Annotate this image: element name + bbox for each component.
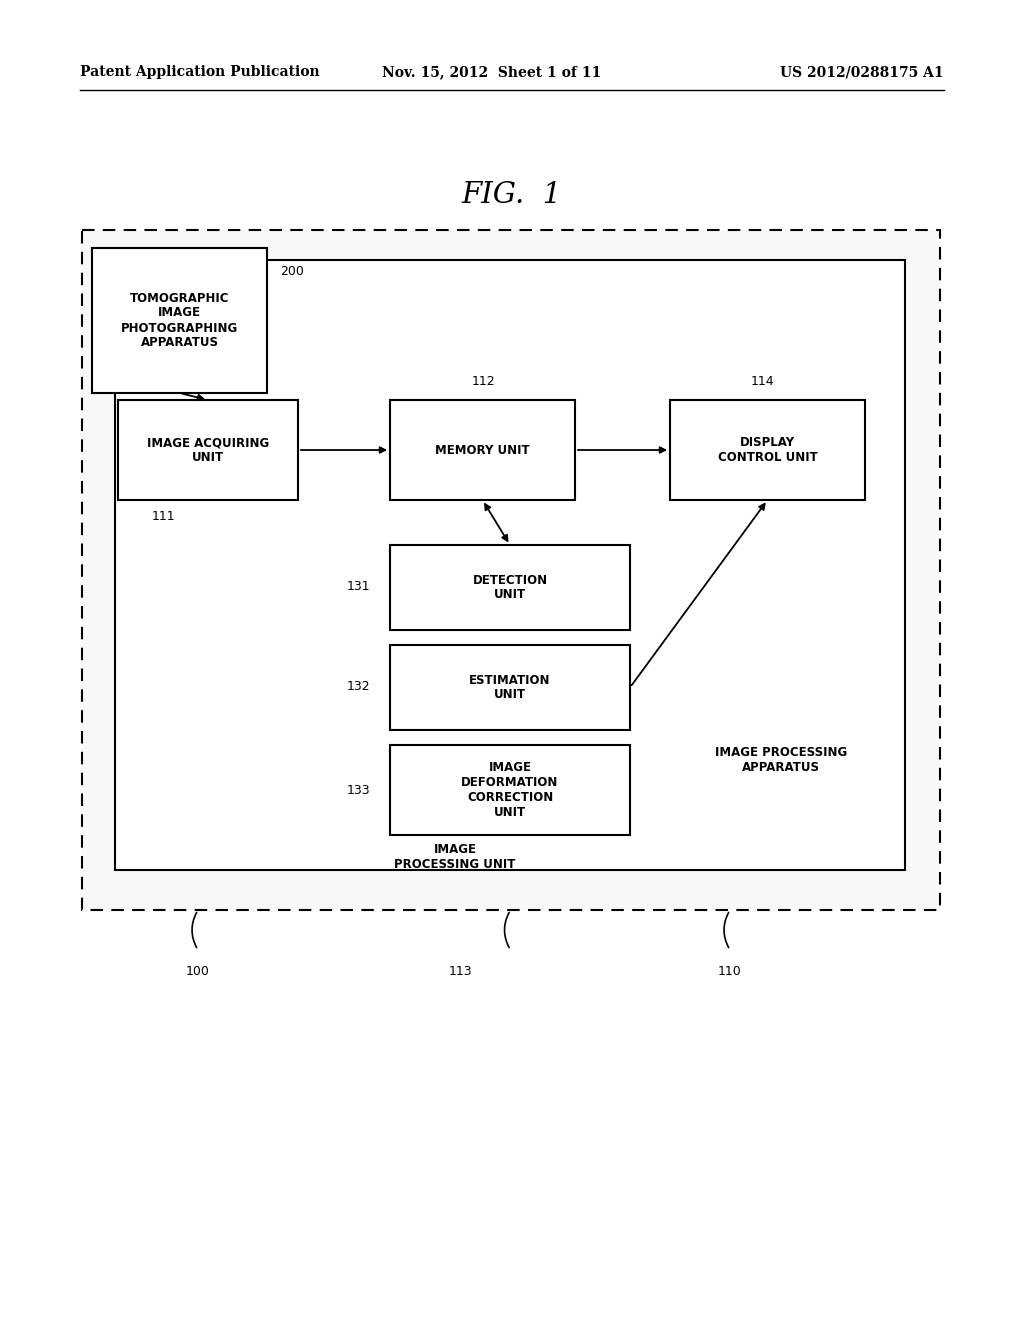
Text: 113: 113 xyxy=(449,965,472,978)
Text: 132: 132 xyxy=(346,681,370,693)
Bar xyxy=(92,248,267,393)
Bar xyxy=(670,400,865,500)
Text: IMAGE
PROCESSING UNIT: IMAGE PROCESSING UNIT xyxy=(394,843,516,871)
Text: MEMORY UNIT: MEMORY UNIT xyxy=(435,444,529,457)
Text: 200: 200 xyxy=(280,265,304,279)
Text: FIG.  1: FIG. 1 xyxy=(462,181,562,209)
Text: IMAGE
DEFORMATION
CORRECTION
UNIT: IMAGE DEFORMATION CORRECTION UNIT xyxy=(462,762,559,818)
Text: Nov. 15, 2012  Sheet 1 of 11: Nov. 15, 2012 Sheet 1 of 11 xyxy=(382,65,602,79)
Text: TOMOGRAPHIC
IMAGE
PHOTOGRAPHING
APPARATUS: TOMOGRAPHIC IMAGE PHOTOGRAPHING APPARATU… xyxy=(121,292,239,350)
Text: 133: 133 xyxy=(346,784,370,796)
Text: 114: 114 xyxy=(751,375,774,388)
Text: 111: 111 xyxy=(152,510,176,523)
Text: Patent Application Publication: Patent Application Publication xyxy=(80,65,319,79)
Text: US 2012/0288175 A1: US 2012/0288175 A1 xyxy=(780,65,944,79)
Text: DETECTION
UNIT: DETECTION UNIT xyxy=(472,573,548,602)
Text: DISPLAY
CONTROL UNIT: DISPLAY CONTROL UNIT xyxy=(718,436,817,465)
Text: IMAGE ACQUIRING
UNIT: IMAGE ACQUIRING UNIT xyxy=(146,436,269,465)
Text: 112: 112 xyxy=(471,375,495,388)
Bar xyxy=(82,230,940,909)
Bar xyxy=(378,531,643,845)
Bar xyxy=(390,545,630,630)
Text: 110: 110 xyxy=(718,965,741,978)
Text: ESTIMATION
UNIT: ESTIMATION UNIT xyxy=(469,673,551,701)
Bar xyxy=(118,400,298,500)
Text: 131: 131 xyxy=(346,581,370,594)
Text: 100: 100 xyxy=(186,965,210,978)
Bar xyxy=(390,400,575,500)
Bar xyxy=(115,260,905,870)
Text: IMAGE PROCESSING
APPARATUS: IMAGE PROCESSING APPARATUS xyxy=(715,746,847,774)
Bar xyxy=(390,744,630,836)
Bar xyxy=(390,645,630,730)
